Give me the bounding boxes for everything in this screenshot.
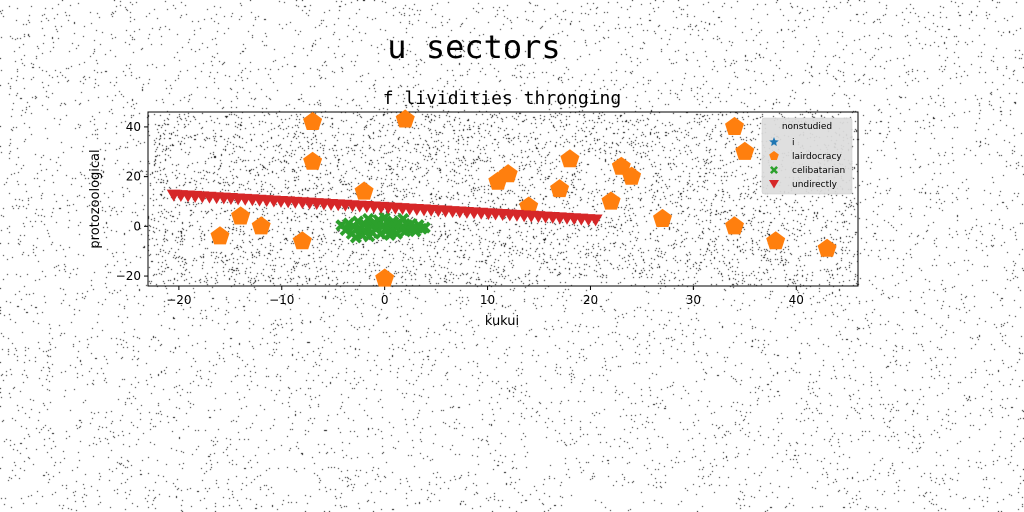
y-tick-label: 20: [126, 170, 141, 184]
legend: nonstudied i lairdocracy celibatarian un…: [761, 117, 853, 195]
data-point-lairdocracy: [653, 208, 672, 227]
legend-marker-lairdocracy: [769, 151, 779, 160]
x-axis-label: kukui: [485, 314, 519, 329]
x-tick-label: 30: [686, 293, 701, 307]
data-point-celibatarian: [418, 221, 431, 234]
data-point-celibatarian: [363, 230, 376, 243]
y-tick-label: 0: [133, 219, 141, 233]
legend-marker-undirectly: [769, 180, 779, 189]
data-point-lairdocracy: [395, 109, 415, 128]
x-tick-label: −20: [166, 293, 191, 307]
data-point-undirectly: [588, 214, 603, 227]
legend-label-lairdocracy: lairdocracy: [792, 152, 842, 162]
legend-marker-i: [769, 137, 779, 146]
legend-box: [761, 117, 853, 195]
data-point-lairdocracy: [519, 196, 539, 215]
data-point-lairdocracy: [817, 238, 837, 257]
data-point-lairdocracy: [725, 116, 744, 135]
chart-title: u sectors: [387, 28, 560, 66]
y-axis-label: protozoological: [88, 149, 103, 248]
y-axis: −20 0 20 40: [116, 120, 148, 283]
data-point-lairdocracy: [292, 231, 312, 250]
data-point-lairdocracy: [611, 156, 631, 175]
y-tick-label: −20: [116, 269, 141, 283]
legend-label-celibatarian: celibatarian: [792, 166, 845, 176]
x-tick-label: 40: [789, 293, 804, 307]
data-point-lairdocracy: [601, 191, 621, 210]
x-axis: −20 −10 0 10 20 30 40: [166, 286, 804, 307]
data-point-celibatarian: [383, 229, 396, 241]
x-tick-label: 20: [583, 293, 598, 307]
legend-markers: [769, 137, 779, 189]
legend-label-i: i: [792, 138, 795, 148]
data-point-lairdocracy: [354, 181, 374, 200]
data-point-lairdocracy: [375, 268, 395, 287]
plot-frame: [147, 111, 859, 287]
data-point-lairdocracy: [210, 226, 230, 245]
y-tick-label: 40: [126, 120, 141, 134]
legend-title: nonstudied: [782, 122, 832, 132]
data-point-lairdocracy: [735, 141, 755, 160]
data-point-lairdocracy: [498, 164, 518, 183]
data-point-lairdocracy: [550, 179, 570, 198]
legend-marker-celibatarian: [770, 166, 778, 174]
x-tick-label: −10: [269, 293, 294, 307]
chart-subtitle: f lividities thronging: [383, 88, 621, 109]
data-point-lairdocracy: [560, 149, 580, 168]
data-point-lairdocracy: [231, 206, 251, 225]
legend-label-undirectly: undirectly: [792, 180, 838, 190]
data-point-lairdocracy: [622, 166, 642, 185]
data-point-lairdocracy: [251, 216, 271, 235]
data-point-lairdocracy: [725, 216, 744, 235]
data-point-lairdocracy: [303, 111, 323, 130]
data-point-lairdocracy: [303, 151, 323, 170]
x-tick-label: 10: [480, 293, 495, 307]
chart-marks: [166, 109, 837, 287]
x-tick-label: 0: [381, 293, 389, 307]
data-point-lairdocracy: [766, 231, 786, 250]
